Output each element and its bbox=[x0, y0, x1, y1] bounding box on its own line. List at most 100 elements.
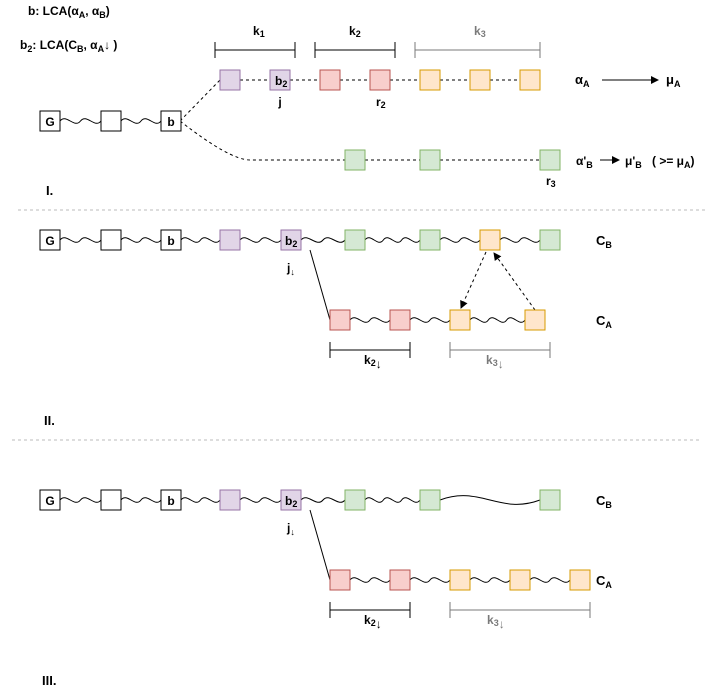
label-chain-a: CA bbox=[596, 573, 612, 590]
chain-link bbox=[120, 237, 162, 243]
chain-link bbox=[439, 495, 541, 505]
panel-label: II. bbox=[44, 413, 55, 428]
block-orange bbox=[509, 569, 531, 591]
block-green bbox=[419, 149, 441, 171]
label-chain-b: CB bbox=[596, 493, 612, 510]
chain-link bbox=[239, 237, 282, 243]
chain-link bbox=[469, 577, 511, 583]
chain-link bbox=[300, 237, 346, 243]
chain-link bbox=[349, 317, 391, 323]
block-genesis bbox=[39, 489, 61, 511]
block-red bbox=[319, 69, 341, 91]
label-chain-b: CB bbox=[596, 233, 612, 250]
block-green bbox=[539, 229, 561, 251]
chain-link bbox=[59, 497, 102, 503]
panel-label: I. bbox=[46, 183, 53, 198]
legend-b2: b2: LCA(CB, αA↓ ) bbox=[20, 38, 117, 54]
block-label: b bbox=[167, 234, 174, 248]
block-label: G bbox=[45, 234, 54, 248]
block bbox=[100, 489, 122, 511]
chain-link bbox=[409, 577, 451, 583]
chain-link bbox=[120, 118, 162, 124]
fork-branch bbox=[309, 509, 331, 581]
chain-link bbox=[499, 237, 541, 243]
bracket-k2 bbox=[314, 42, 396, 58]
block-orange bbox=[449, 569, 471, 591]
panel-1: G b b2 j r2 r3 k1 k2 bbox=[39, 24, 695, 198]
block-orange bbox=[449, 309, 471, 331]
chain-link bbox=[364, 237, 421, 243]
block-orange bbox=[469, 69, 491, 91]
block-b bbox=[160, 110, 182, 132]
chain-link bbox=[469, 317, 526, 323]
label-k3: k3↓ bbox=[486, 353, 504, 371]
label-condition: ( >= μA) bbox=[652, 154, 695, 170]
block-green bbox=[344, 149, 366, 171]
block-label: G bbox=[45, 494, 54, 508]
bracket-k3 bbox=[414, 42, 541, 58]
block-b2 bbox=[280, 489, 302, 511]
chain-link bbox=[180, 237, 221, 243]
label-k2: k2 bbox=[349, 24, 361, 39]
arrow-icon bbox=[460, 251, 487, 309]
block-green bbox=[344, 489, 366, 511]
label-mu-b: μ'B bbox=[625, 154, 642, 170]
label-r3: r3 bbox=[546, 174, 556, 189]
block-red bbox=[329, 569, 351, 591]
label-alpha-b: α'B bbox=[576, 154, 593, 170]
label-j: j bbox=[277, 95, 281, 109]
label-j: j↓ bbox=[286, 521, 295, 537]
block-purple bbox=[219, 229, 241, 251]
block-purple bbox=[219, 69, 241, 91]
block-red bbox=[389, 309, 411, 331]
block-b2 bbox=[269, 69, 291, 91]
chain-link bbox=[364, 497, 421, 503]
block-b bbox=[160, 229, 182, 251]
bracket-k3 bbox=[449, 602, 591, 618]
block-red bbox=[329, 309, 351, 331]
chain-link bbox=[180, 497, 221, 503]
block-label: b bbox=[167, 494, 174, 508]
block-orange bbox=[419, 69, 441, 91]
arrow-icon bbox=[493, 252, 536, 311]
block bbox=[100, 229, 122, 251]
label-j: j↓ bbox=[286, 261, 295, 277]
panel-2: G b b2 j↓ CB CA k2↓ k3↓ II. bbox=[39, 229, 612, 428]
chain-link bbox=[300, 497, 346, 503]
label-k2: k2↓ bbox=[364, 353, 382, 371]
fork-branch-a bbox=[179, 79, 221, 122]
chain-link bbox=[349, 577, 391, 583]
label-chain-a: CA bbox=[596, 313, 612, 330]
block-label: b2 bbox=[285, 234, 297, 249]
panel-3: G b b2 j↓ CB CA k2↓ k3↓ III. bbox=[39, 489, 612, 688]
block-green bbox=[419, 229, 441, 251]
block bbox=[100, 110, 122, 132]
bracket-k3 bbox=[449, 342, 551, 358]
label-r2: r2 bbox=[376, 95, 386, 110]
block-label: G bbox=[45, 115, 54, 129]
block-red bbox=[369, 69, 391, 91]
label-k3: k3 bbox=[474, 24, 486, 39]
chain-link bbox=[59, 118, 102, 124]
block-red bbox=[389, 569, 411, 591]
chain-link bbox=[120, 497, 162, 503]
legend-b: b: LCA(αA, αB) bbox=[28, 4, 110, 20]
block-genesis bbox=[39, 110, 61, 132]
block-genesis bbox=[39, 229, 61, 251]
block-b bbox=[160, 489, 182, 511]
chain-link bbox=[529, 577, 571, 583]
fork-branch-b bbox=[179, 120, 345, 161]
label-k3: k3↓ bbox=[487, 613, 505, 631]
block-orange bbox=[479, 229, 501, 251]
label-alpha-a: αA bbox=[575, 72, 590, 89]
block-green bbox=[419, 489, 441, 511]
chain-link bbox=[409, 317, 451, 323]
block-green bbox=[539, 149, 561, 171]
block-purple bbox=[219, 489, 241, 511]
label-k2: k2↓ bbox=[364, 613, 382, 631]
bracket-k2 bbox=[329, 342, 411, 358]
label-k1: k1 bbox=[253, 24, 265, 39]
block-orange bbox=[519, 69, 541, 91]
block-orange bbox=[569, 569, 591, 591]
